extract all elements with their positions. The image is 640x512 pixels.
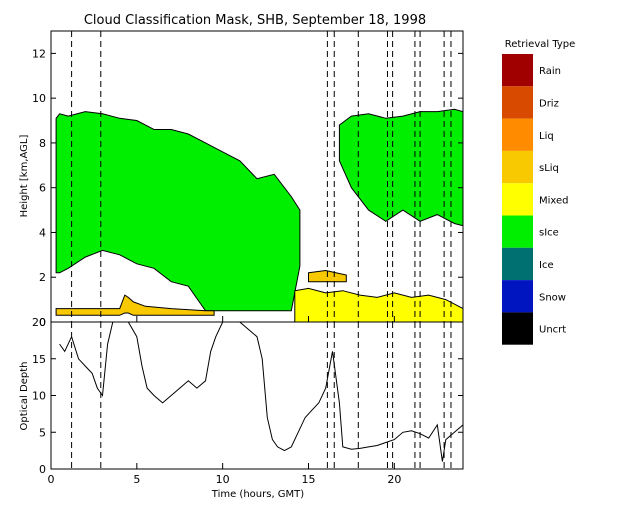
legend-swatch-sice	[502, 215, 533, 248]
od-tick-label-2: 10	[32, 390, 46, 403]
optical-depth-line	[59, 321, 464, 462]
time-tick-label-2: 10	[216, 473, 230, 486]
time-tick-label-3: 15	[302, 473, 316, 486]
height-tick-label-5: 10	[32, 92, 46, 105]
legend-swatch-mixed	[502, 183, 533, 216]
time-axis-label: Time (hours, GMT)	[211, 489, 305, 500]
legend-label-snow: Snow	[539, 292, 566, 303]
height-tick-label-3: 6	[39, 182, 46, 195]
legend-label-liq: Liq	[539, 131, 554, 142]
legend-swatch-driz	[502, 86, 533, 119]
legend-swatch-snow	[502, 280, 533, 313]
region-sice-0	[55, 111, 301, 312]
chart-title: Cloud Classification Mask, SHB, Septembe…	[84, 13, 426, 28]
height-axis-label: Height [km,AGL]	[19, 135, 30, 218]
height-tick-label-2: 4	[39, 226, 46, 239]
height-tick-label-4: 8	[39, 137, 46, 150]
legend-swatch-liq	[502, 118, 533, 151]
optical-depth-axis-label: Optical Depth	[19, 362, 30, 431]
legend-label-sliq: sLiq	[539, 163, 559, 174]
legend-label-sice: sIce	[539, 228, 559, 239]
height-tick-label-6: 12	[32, 47, 46, 60]
legend: Rain Driz Liq sLiq Mixed sIce Ice Snow Uncrt	[502, 54, 569, 345]
legend-swatch-rain	[502, 54, 533, 87]
time-markers-top	[71, 31, 452, 322]
legend-label-rain: Rain	[539, 66, 561, 77]
legend-label-uncrt: Uncrt	[539, 325, 566, 336]
height-tick-label-0: 0	[39, 316, 46, 329]
od-tick-label-1: 5	[39, 426, 46, 439]
legend-label-mixed: Mixed	[539, 195, 569, 206]
od-tick-label-4: 20	[32, 316, 46, 329]
legend-swatch-sliq	[502, 150, 533, 184]
classification-mask	[55, 108, 464, 323]
height-tick-label-1: 2	[39, 271, 46, 284]
od-tick-label-0: 0	[39, 463, 46, 476]
time-tick-label-0: 0	[48, 473, 55, 486]
time-markers-bottom	[71, 322, 452, 469]
legend-label-ice: Ice	[539, 260, 554, 271]
region-sliq-3	[55, 294, 215, 316]
legend-swatch-ice	[502, 247, 533, 281]
legend-swatch-uncrt	[502, 312, 533, 345]
optical-depth-axis: 0 5 10 15 20	[32, 316, 463, 476]
time-tick-label-4: 20	[387, 473, 401, 486]
region-mixed-2	[294, 287, 464, 323]
height-axis: 0 2 4 6 8 10 12	[32, 47, 463, 329]
bottom-plot-frame	[50, 321, 464, 470]
legend-title: Retrieval Type	[505, 39, 576, 50]
time-tick-label-1: 5	[133, 473, 140, 486]
od-tick-label-3: 15	[32, 353, 46, 366]
time-axis: 0 5 10 15 20	[48, 316, 401, 486]
legend-label-driz: Driz	[539, 98, 559, 109]
